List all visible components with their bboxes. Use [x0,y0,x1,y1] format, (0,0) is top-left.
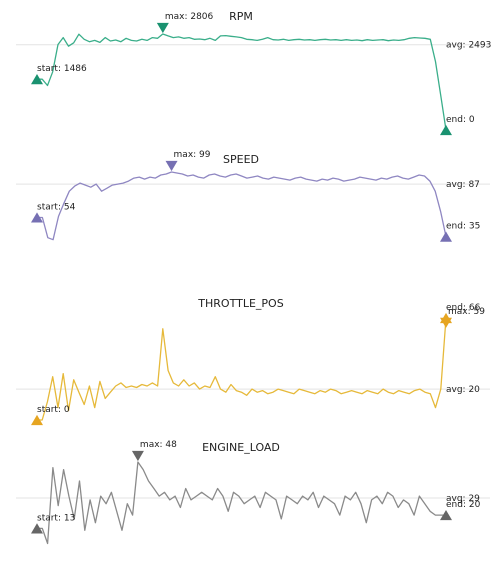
start-label: start: 1486 [37,64,87,74]
end-label: end: 35 [446,222,480,232]
max-label: max: 48 [140,440,177,450]
panel-title: SPEED [223,153,259,166]
avg-label: avg: 87 [446,180,480,190]
start-label: start: 13 [37,513,75,523]
panel-title: RPM [229,10,253,23]
series-line [37,317,447,421]
panel-rpm: RPM start: 1486 max: 2806 end: 0 avg: 2493 [16,10,491,136]
panel-speed: SPEED start: 54 max: 99 end: 35 avg: 87 [16,150,490,242]
start-marker [31,414,43,426]
max-label: max: 59 [448,307,485,317]
avg-label: avg: 2493 [446,41,491,51]
start-label: start: 0 [37,405,70,415]
start-marker [31,74,43,85]
end-marker [440,312,452,324]
series-line [37,33,447,131]
avg-label: avg: 20 [446,385,480,395]
end-label: end: 66 [446,303,481,313]
panel-title: THROTTLE_POS [197,297,283,310]
avg-label: avg: 29 [446,494,480,504]
max-marker [165,160,178,172]
start-label: start: 54 [37,202,76,212]
max-label: max: 99 [174,150,211,160]
start-marker [31,523,43,534]
max-label: max: 2806 [165,12,214,22]
end-marker [440,231,452,242]
end-label: end: 0 [446,115,475,125]
max-marker [131,450,144,462]
start-marker [31,212,43,223]
end-label: end: 20 [446,500,481,510]
max-marker [156,22,169,34]
series-line [37,171,447,241]
end-marker [440,509,452,521]
end-marker [440,124,452,136]
panel-title: ENGINE_LOAD [202,441,280,454]
series-line [37,461,446,545]
